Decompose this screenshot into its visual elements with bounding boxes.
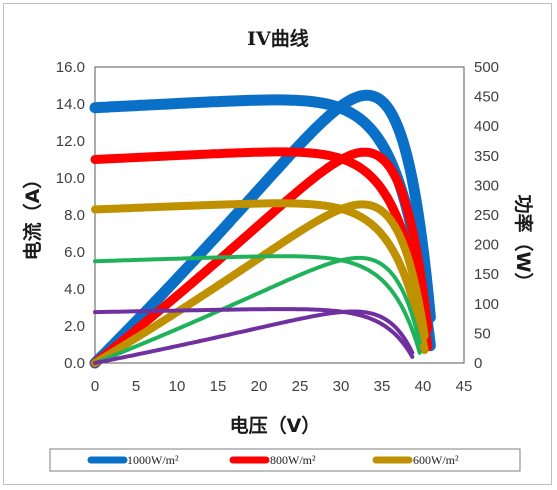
y-tick-label: 14.0 (56, 96, 85, 113)
series-line-current (93, 307, 415, 359)
y-axis-title: 电流（A） (21, 170, 44, 261)
chart-title: IV曲线 (247, 27, 309, 50)
y-tick-label: 4.0 (64, 281, 85, 298)
series-line-power (90, 147, 433, 368)
series-line-current (90, 147, 433, 352)
x-tick-label: 20 (251, 378, 268, 395)
y-tick-label: 2.0 (64, 318, 85, 335)
plot-border (94, 66, 465, 364)
x-axis-title: 电压（V） (230, 414, 321, 437)
x-tick-label: 15 (210, 378, 227, 395)
series-line-power (93, 309, 415, 365)
x-tick-label: 10 (169, 378, 186, 395)
x-tick-label: 5 (132, 378, 140, 395)
plot-area (94, 66, 465, 364)
y2-tick-label: 300 (474, 177, 499, 194)
series-layer (89, 89, 436, 369)
x-tick-label: 0 (91, 378, 99, 395)
y2-tick-label: 500 (474, 59, 499, 76)
legend-box (49, 448, 521, 472)
y-axis-ticks: 0.0 2.0 4.0 6.0 8.0 10.0 12.0 14.0 16.0 (56, 59, 85, 372)
legend-label-800: 800W/m² (270, 453, 316, 467)
y2-tick-label: 200 (474, 237, 499, 254)
x-tick-label: 45 (456, 378, 473, 395)
y-tick-label: 8.0 (64, 207, 85, 224)
series-line-power (89, 89, 436, 369)
legend-label-1000: 1000W/m² (127, 453, 179, 467)
y2-tick-label: 50 (474, 325, 491, 342)
x-tick-label: 30 (333, 378, 350, 395)
series-line-current (93, 254, 422, 355)
y-tick-label: 6.0 (64, 244, 85, 261)
x-tick-label: 35 (374, 378, 391, 395)
y2-tick-label: 450 (474, 89, 499, 106)
x-tick-label: 40 (415, 378, 432, 395)
legend-label-600: 600W/m² (413, 453, 459, 467)
y-tick-label: 16.0 (56, 59, 85, 76)
y2-tick-label: 350 (474, 148, 499, 165)
y-tick-label: 10.0 (56, 170, 85, 187)
series-line-current (91, 199, 429, 354)
series-line-power (93, 255, 422, 365)
y2-tick-label: 100 (474, 296, 499, 313)
y2-tick-label: 0 (474, 355, 482, 372)
series-line-current (89, 94, 436, 352)
y2-tick-label: 250 (474, 207, 499, 224)
x-tick-label: 25 (292, 378, 309, 395)
y2-tick-label: 400 (474, 118, 499, 135)
y-tick-label: 0.0 (64, 355, 85, 372)
x-axis-ticks: 0 5 10 15 20 25 30 35 40 45 (91, 378, 473, 395)
y2-axis-ticks: 0 50 100 150 200 250 300 350 400 450 500 (474, 59, 499, 372)
y2-axis-title: 功率（W） (512, 195, 535, 292)
y2-tick-label: 150 (474, 266, 499, 283)
legend: 1000W/m² 800W/m² 600W/m² (49, 448, 521, 472)
y-tick-label: 12.0 (56, 133, 85, 150)
